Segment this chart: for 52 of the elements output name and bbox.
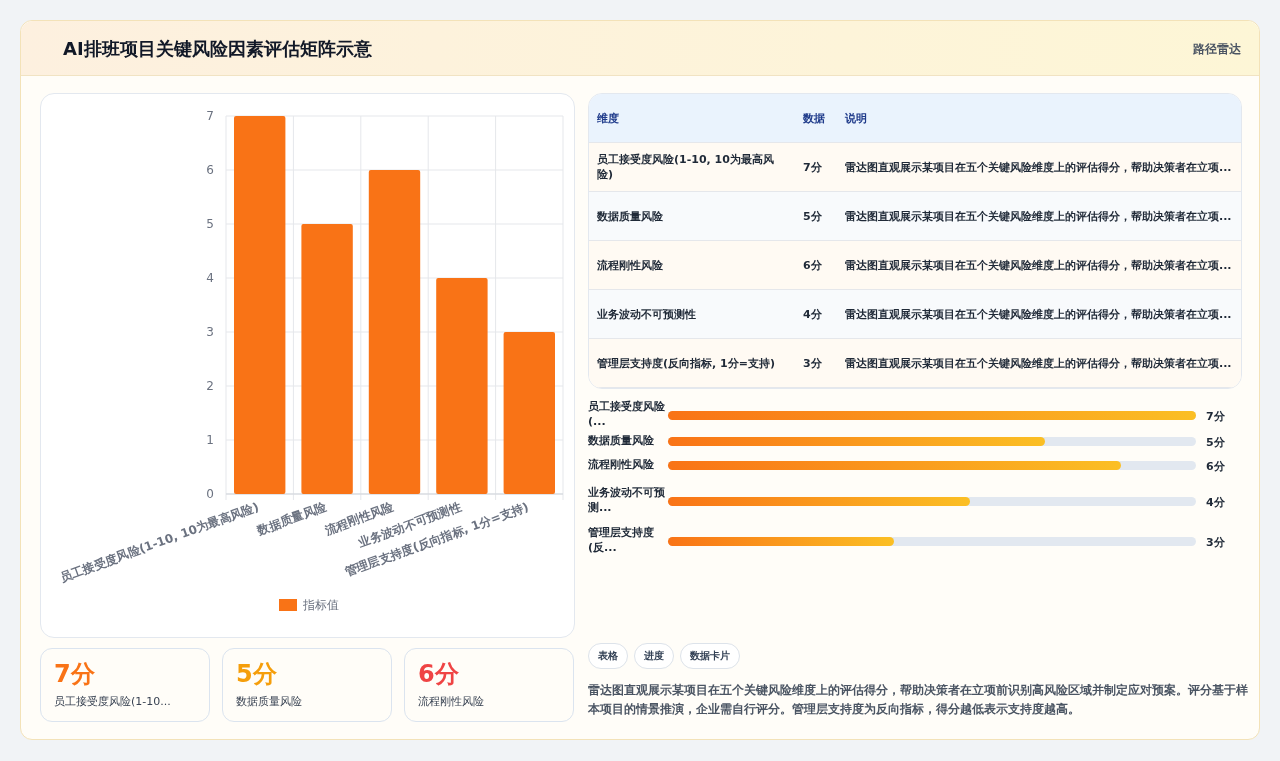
text: 雷达图直观展示某项目在五个关键风险维度上的评估得分，帮助决策者在立项... — [845, 209, 1232, 223]
bar — [234, 116, 286, 494]
category-label: 数据卡片 — [680, 643, 740, 669]
text: 4分 — [803, 307, 822, 321]
y-tick-label: 4 — [206, 271, 214, 285]
text: 6分 — [803, 258, 822, 272]
bar — [503, 332, 555, 494]
y-tick-label: 6 — [206, 163, 214, 177]
bar — [368, 170, 421, 494]
y-tick-label: 1 — [206, 433, 214, 447]
text: AI排班项目关键风险因素评估矩阵示意 — [63, 37, 372, 61]
data-label: 5分 — [1206, 435, 1225, 450]
category-label: 业务波动不可预测性 — [589, 289, 795, 339]
y-tick-label: 3 — [206, 325, 214, 339]
category-label: 进度 — [634, 643, 674, 669]
text: 7分 — [54, 659, 95, 690]
y-tick-label: 业务波动不可预测... — [588, 485, 666, 515]
y-tick-label: 2 — [206, 379, 214, 393]
data-label: 3分 — [1206, 535, 1225, 550]
text: 雷达图直观展示某项目在五个关键风险维度上的评估得分，帮助决策者在立项前识别高风险区域并制定应对预案。评分基于样本项目的情景推演，企业需自行评分。管理层支持度为反向指标，得分越低表示支持度越高。 — [588, 682, 1248, 718]
bar — [436, 278, 488, 494]
category-label: 流程刚性风险 — [418, 694, 484, 709]
category-label: 表格 — [588, 643, 628, 669]
y-tick-label: 数据质量风险 — [588, 433, 655, 448]
text: 雷达图直观展示某项目在五个关键风险维度上的评估得分，帮助决策者在立项... — [845, 307, 1232, 321]
data-label: 7分 — [1206, 409, 1225, 424]
y-tick-label: 0 — [206, 487, 214, 501]
text: 雷达图直观展示某项目在五个关键风险维度上的评估得分，帮助决策者在立项... — [845, 160, 1232, 174]
text: 3分 — [803, 356, 822, 370]
text: 6分 — [418, 659, 459, 690]
y-tick-label: 管理层支持度(反... — [588, 525, 655, 555]
text: 5分 — [236, 659, 277, 690]
category-label: 数据质量风险 — [236, 694, 302, 709]
text: 路径雷达 — [1193, 41, 1241, 58]
category-label: 管理层支持度(反向指标, 1分=支持) — [589, 338, 795, 388]
text: 雷达图直观展示某项目在五个关键风险维度上的评估得分，帮助决策者在立项... — [845, 258, 1232, 272]
bar — [301, 224, 353, 494]
text: 5分 — [803, 209, 822, 223]
y-tick-label: 流程刚性风险 — [588, 457, 655, 472]
text: 数据 — [795, 94, 837, 143]
text: 说明 — [837, 94, 1241, 143]
category-label: 员工接受度风险(1-10... — [54, 694, 171, 709]
y-tick-label: 7 — [206, 109, 214, 123]
data-label: 4分 — [1206, 495, 1225, 510]
category-label: 员工接受度风险(1-10, 10为最高风险) — [589, 142, 795, 192]
text: 7分 — [803, 160, 822, 174]
y-tick-label: 员工接受度风险(... — [588, 399, 666, 429]
text: 雷达图直观展示某项目在五个关键风险维度上的评估得分，帮助决策者在立项... — [845, 356, 1232, 370]
y-tick-label: 5 — [206, 217, 214, 231]
legend-label: 指标值 — [302, 598, 339, 612]
data-label: 6分 — [1206, 459, 1225, 474]
text: 维度 — [589, 94, 795, 143]
